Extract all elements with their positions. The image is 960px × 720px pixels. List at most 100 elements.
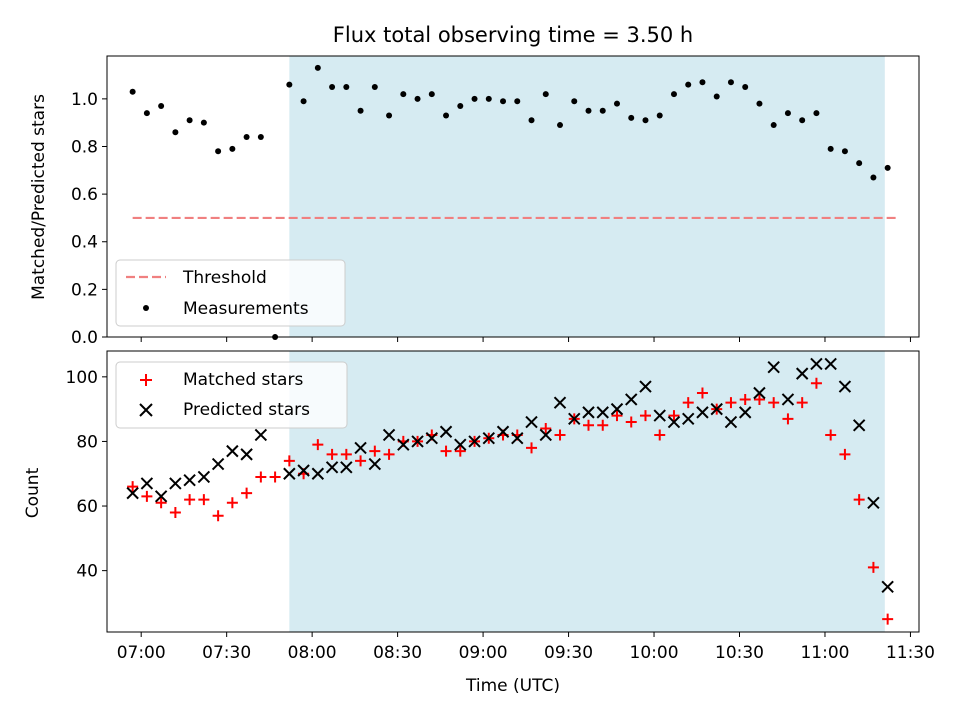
matched-point (155, 497, 167, 509)
matched-point (241, 487, 253, 499)
measurement-point (770, 122, 777, 129)
measurement-point (784, 110, 791, 117)
predicted-point (511, 431, 524, 445)
predicted-point (169, 477, 182, 490)
measurement-point (300, 98, 307, 105)
measurement-point (870, 174, 877, 181)
legend-threshold-label: Threshold (182, 268, 267, 288)
matched-point (739, 393, 751, 405)
predicted-point (183, 473, 196, 487)
legend-predicted-swatch (139, 403, 153, 417)
matched-point (796, 397, 808, 409)
predicted-point (724, 415, 738, 429)
matched-point (825, 429, 837, 441)
measurement-point (357, 107, 364, 114)
matched-point (753, 393, 765, 405)
bottom-panel-y-axis-label: Count (23, 467, 43, 518)
predicted-point (610, 402, 624, 416)
measurement-point (813, 110, 820, 117)
measurement-point (414, 95, 421, 102)
matched-point (526, 442, 538, 454)
matched-point (255, 471, 267, 483)
matched-point (839, 448, 851, 460)
x-tick-label: 08:30 (373, 643, 422, 663)
top-panel-y-tick-label: 0.6 (71, 185, 98, 205)
predicted-point (340, 461, 353, 474)
matched-point (583, 419, 595, 431)
measurement-point (400, 91, 407, 98)
top-panel-y-axis-label: Matched/Predicted stars (29, 94, 49, 300)
measurement-point (143, 110, 150, 117)
predicted-point (368, 457, 382, 471)
measurement-point (343, 83, 350, 90)
measurement-point (642, 117, 649, 124)
legend-measurements-label: Measurements (183, 299, 309, 319)
matched-point (654, 429, 666, 441)
measurement-point (699, 79, 706, 86)
predicted-point (682, 412, 695, 426)
bottom-panel-y-tick-label: 80 (76, 432, 98, 452)
measurement-point (799, 117, 806, 124)
bottom-panel: 40 60 80 100 07:00 07:30 08:00 08:30 09:00 09:30 1… (66, 350, 935, 663)
predicted-point (226, 444, 239, 458)
predicted-point (397, 438, 410, 451)
measurement-point (528, 117, 535, 124)
legend-predicted-label: Predicted stars (183, 400, 310, 420)
predicted-point (553, 396, 567, 409)
predicted-point (197, 470, 211, 484)
matched-point (312, 439, 324, 451)
bottom-panel-shaded-span (289, 351, 885, 632)
measurement-point (856, 160, 863, 167)
measurement-point (471, 95, 478, 102)
predicted-point (667, 415, 681, 429)
measurement-point (229, 145, 236, 152)
matched-point (383, 448, 395, 460)
matched-point (269, 471, 281, 483)
predicted-point (753, 386, 766, 400)
bottom-panel-legend: Matched stars Predicted stars (115, 361, 348, 429)
matched-point (725, 397, 737, 409)
predicted-point (126, 486, 139, 500)
x-tick-label: 09:00 (459, 643, 508, 663)
predicted-point (439, 425, 453, 438)
predicted-point (240, 448, 253, 461)
measurement-point (500, 98, 507, 105)
measurement-point (286, 81, 293, 88)
predicted-point (311, 467, 325, 480)
matched-point (355, 455, 367, 467)
x-tick-label: 08:00 (288, 643, 337, 663)
measurement-point (428, 91, 435, 98)
measurement-point (314, 64, 321, 71)
predicted-point (425, 431, 439, 445)
measurement-point (557, 122, 564, 129)
predicted-point (710, 402, 723, 416)
matched-point (639, 410, 651, 422)
top-panel-y-tick-label: 0.0 (71, 328, 98, 348)
predicted-point (596, 406, 609, 419)
predicted-point (795, 367, 809, 380)
predicted-point (810, 357, 823, 371)
measurement-point (257, 133, 264, 140)
predicted-point (140, 477, 154, 490)
bottom-panel-y-tick-label: 60 (76, 497, 98, 517)
matched-point (127, 481, 139, 493)
matched-point (198, 494, 210, 506)
matched-point (169, 506, 181, 518)
matched-point (625, 416, 637, 428)
chart-title: Flux total observing time = 3.50 h (333, 23, 693, 47)
top-panel-y-tick-label: 1.0 (71, 90, 98, 110)
top-panel-shaded-span (289, 56, 885, 337)
matched-point (810, 377, 822, 389)
legend-frame (115, 259, 346, 327)
legend-matched-swatch (140, 374, 152, 386)
measurement-point (884, 164, 891, 171)
predicted-point (283, 467, 296, 480)
measurement-point (613, 100, 620, 107)
bottom-panel-series-predicted-stars (126, 357, 894, 593)
predicted-point (767, 360, 780, 374)
predicted-point (496, 425, 510, 438)
measurement-point (386, 112, 393, 119)
measurement-point (172, 129, 179, 136)
x-axis-label: Time (UTC) (465, 676, 560, 696)
top-panel-y-tick-label: 0.4 (71, 233, 98, 253)
